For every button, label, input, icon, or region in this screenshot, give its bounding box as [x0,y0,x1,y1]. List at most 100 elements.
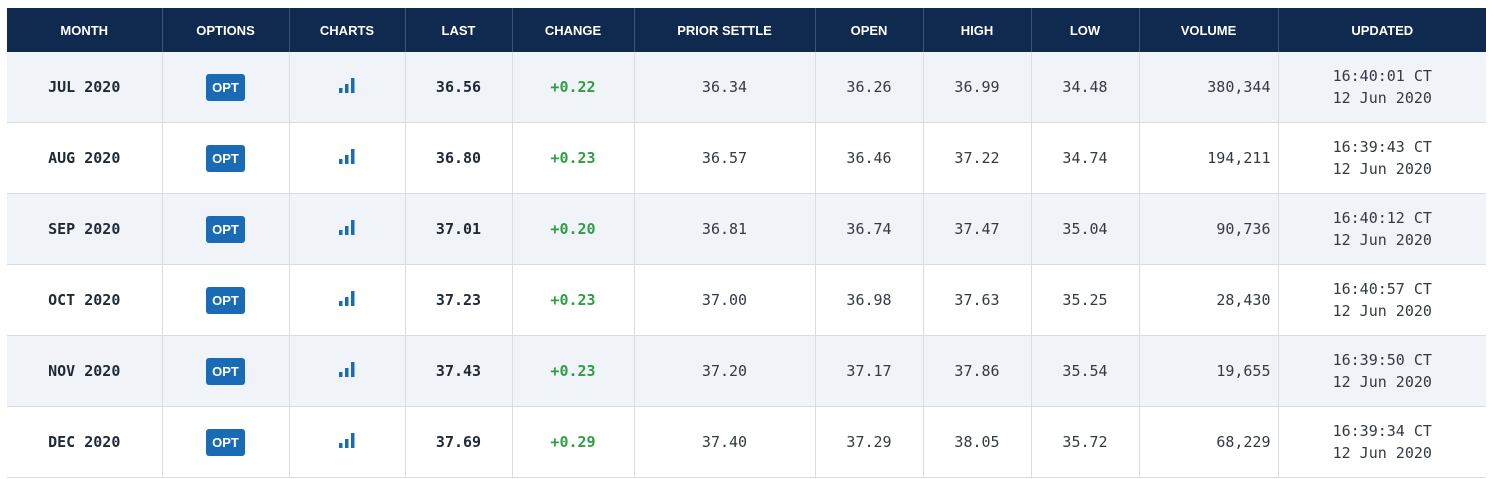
table-row: JUL 2020 OPT 36.56 +0.22 36.34 36.26 36.99 34.4… [7,52,1486,123]
updated-time: 16:39:43 CT [1332,138,1432,156]
volume-cell: 194,211 [1139,122,1279,194]
month-cell[interactable]: OCT 2020 [7,264,163,336]
opt-button[interactable]: OPT [206,73,245,101]
prior-settle-cell: 37.00 [634,264,816,336]
change-cell: +0.23 [512,122,635,194]
change-cell: +0.23 [512,335,635,407]
charts-cell [289,52,406,123]
charts-cell [289,264,406,336]
low-cell: 35.54 [1031,335,1140,407]
month-cell[interactable]: JUL 2020 [7,52,163,123]
high-cell: 37.63 [923,264,1032,336]
options-cell: OPT [162,122,290,194]
options-cell: OPT [162,264,290,336]
volume-cell: 90,736 [1139,193,1279,265]
updated-cell: 16:39:50 CT 12 Jun 2020 [1278,335,1486,407]
low-cell: 35.72 [1031,406,1140,478]
volume-cell: 380,344 [1139,52,1279,123]
updated-time: 16:40:01 CT [1332,67,1432,85]
updated-date: 12 Jun 2020 [1332,302,1432,320]
opt-button[interactable]: OPT [206,144,245,172]
updated-date: 12 Jun 2020 [1332,444,1432,462]
updated-date: 12 Jun 2020 [1332,160,1432,178]
last-cell: 36.56 [405,52,513,123]
high-cell: 38.05 [923,406,1032,478]
month-cell[interactable]: NOV 2020 [7,335,163,407]
high-cell: 37.22 [923,122,1032,194]
low-cell: 35.25 [1031,264,1140,336]
updated-cell: 16:39:43 CT 12 Jun 2020 [1278,122,1486,194]
month-cell[interactable]: AUG 2020 [7,122,163,194]
table-row: OCT 2020 OPT 37.23 +0.23 37.00 36.98 37.63 35.2… [7,264,1486,336]
header-prior-settle[interactable]: PRIOR SETTLE [634,8,816,52]
bar-chart-icon[interactable] [338,147,356,169]
low-cell: 34.74 [1031,122,1140,194]
prior-settle-cell: 36.57 [634,122,816,194]
header-low[interactable]: LOW [1031,8,1140,52]
bar-chart-icon[interactable] [338,431,356,453]
updated-cell: 16:40:01 CT 12 Jun 2020 [1278,52,1486,123]
updated-time: 16:39:50 CT [1332,351,1432,369]
updated-time: 16:39:34 CT [1332,422,1432,440]
high-cell: 36.99 [923,52,1032,123]
updated-cell: 16:39:34 CT 12 Jun 2020 [1278,406,1486,478]
header-month[interactable]: MONTH [7,8,163,52]
header-options[interactable]: OPTIONS [162,8,290,52]
header-change[interactable]: CHANGE [512,8,635,52]
prior-settle-cell: 36.81 [634,193,816,265]
prior-settle-cell: 37.40 [634,406,816,478]
bar-chart-icon[interactable] [338,289,356,311]
header-volume[interactable]: VOLUME [1139,8,1279,52]
updated-date: 12 Jun 2020 [1332,89,1432,107]
month-cell[interactable]: DEC 2020 [7,406,163,478]
last-cell: 37.01 [405,193,513,265]
charts-cell [289,122,406,194]
last-cell: 37.69 [405,406,513,478]
low-cell: 35.04 [1031,193,1140,265]
bar-chart-icon[interactable] [338,360,356,382]
table-row: AUG 2020 OPT 36.80 +0.23 36.57 36.46 37.22 34.7… [7,122,1486,194]
options-cell: OPT [162,335,290,407]
prior-settle-cell: 36.34 [634,52,816,123]
change-cell: +0.29 [512,406,635,478]
updated-time: 16:40:12 CT [1332,209,1432,227]
low-cell: 34.48 [1031,52,1140,123]
header-last[interactable]: LAST [405,8,513,52]
header-charts[interactable]: CHARTS [289,8,406,52]
bar-chart-icon[interactable] [338,76,356,98]
volume-cell: 68,229 [1139,406,1279,478]
header-row: MONTH OPTIONS CHARTS LAST CHANGE PRIOR S… [7,8,1486,52]
last-cell: 37.43 [405,335,513,407]
volume-cell: 19,655 [1139,335,1279,407]
opt-button[interactable]: OPT [206,357,245,385]
charts-cell [289,335,406,407]
opt-button[interactable]: OPT [206,286,245,314]
header-open[interactable]: OPEN [815,8,924,52]
charts-cell [289,406,406,478]
updated-date: 12 Jun 2020 [1332,373,1432,391]
last-cell: 36.80 [405,122,513,194]
updated-cell: 16:40:12 CT 12 Jun 2020 [1278,193,1486,265]
table-row: SEP 2020 OPT 37.01 +0.20 36.81 36.74 37.47 35.0… [7,193,1486,265]
options-cell: OPT [162,406,290,478]
month-cell[interactable]: SEP 2020 [7,193,163,265]
high-cell: 37.86 [923,335,1032,407]
open-cell: 36.98 [815,264,924,336]
volume-cell: 28,430 [1139,264,1279,336]
open-cell: 37.17 [815,335,924,407]
opt-button[interactable]: OPT [206,428,245,456]
charts-cell [289,193,406,265]
open-cell: 37.29 [815,406,924,478]
header-updated[interactable]: UPDATED [1278,8,1486,52]
quotes-table: MONTH OPTIONS CHARTS LAST CHANGE PRIOR S… [7,8,1486,478]
last-cell: 37.23 [405,264,513,336]
header-high[interactable]: HIGH [923,8,1032,52]
bar-chart-icon[interactable] [338,218,356,240]
open-cell: 36.74 [815,193,924,265]
updated-time: 16:40:57 CT [1332,280,1432,298]
opt-button[interactable]: OPT [206,215,245,243]
updated-cell: 16:40:57 CT 12 Jun 2020 [1278,264,1486,336]
high-cell: 37.47 [923,193,1032,265]
prior-settle-cell: 37.20 [634,335,816,407]
updated-date: 12 Jun 2020 [1332,231,1432,249]
